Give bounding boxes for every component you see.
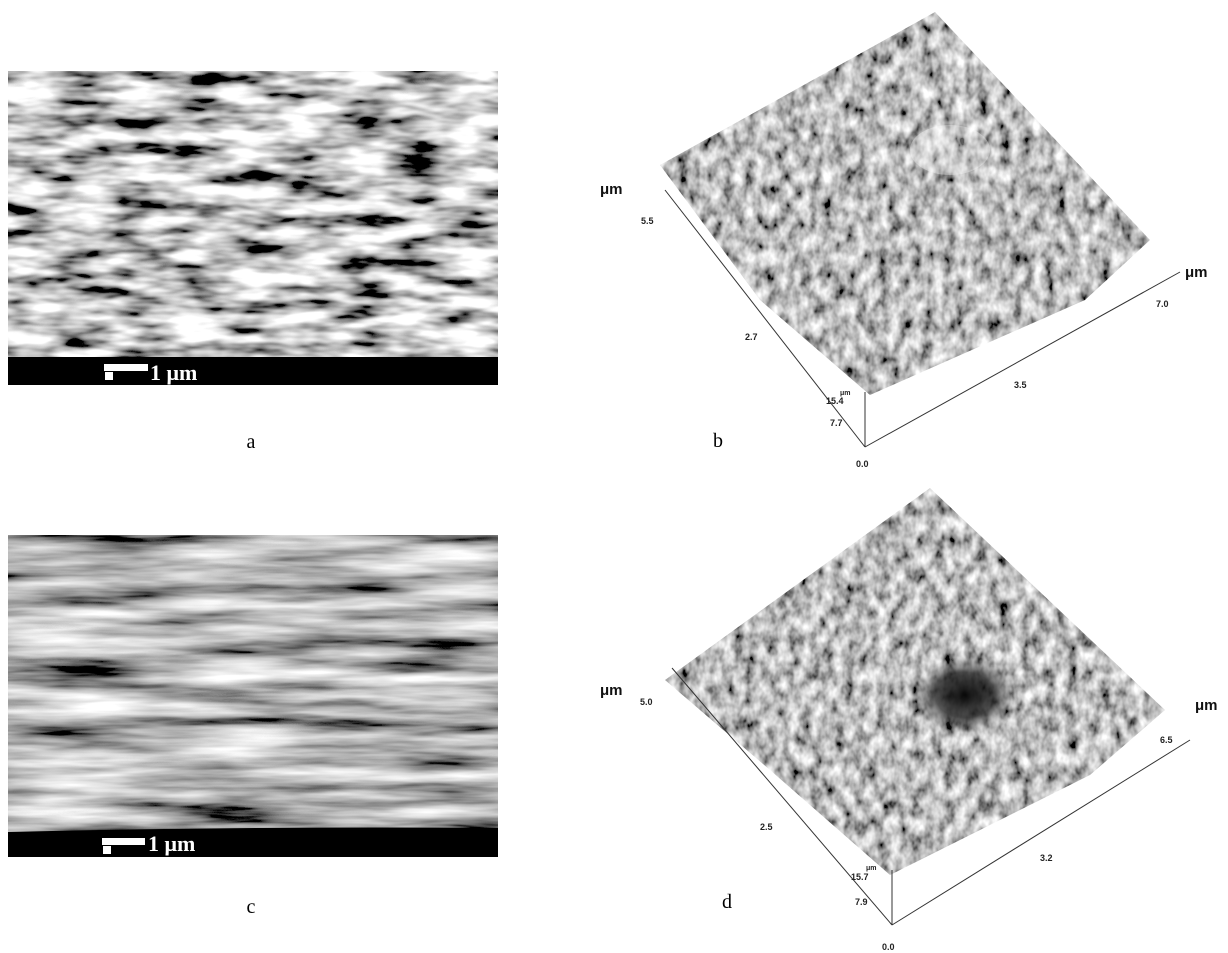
info-bar	[8, 357, 498, 385]
y-unit: μm	[600, 181, 623, 198]
panel-label: b	[713, 430, 723, 452]
y-axis	[671, 667, 893, 926]
scale-bar	[104, 364, 148, 371]
pore	[915, 657, 1015, 733]
afm-surface	[665, 488, 1165, 875]
y-tick: 5.5	[641, 216, 654, 226]
z-tick: 7.7	[830, 418, 843, 428]
highlight	[910, 125, 990, 175]
x-tick: 6.5	[1160, 735, 1173, 745]
z-tick: 7.9	[855, 897, 868, 907]
sem-image	[8, 71, 498, 385]
scale-mark	[105, 372, 113, 380]
x-unit: μm	[1185, 264, 1208, 281]
x-tick: 3.5	[1014, 380, 1027, 390]
z-tick: 0.0	[856, 459, 869, 469]
info-bar	[8, 827, 498, 857]
x-axis	[891, 739, 1191, 926]
afm-surface	[660, 12, 1150, 395]
y-tick: 2.7	[745, 332, 758, 342]
y-axis	[664, 189, 866, 448]
sem-image	[8, 535, 498, 857]
afm-texture	[660, 12, 1150, 395]
y-tick: 5.0	[640, 697, 653, 707]
scale-label: 1 μm	[150, 360, 197, 385]
scale-mark	[103, 846, 111, 854]
axes	[664, 189, 1181, 448]
z-tick: 0.0	[882, 942, 895, 952]
y-unit: μm	[600, 682, 623, 699]
z-unit: μm	[840, 390, 851, 397]
scale-label: 1 μm	[148, 831, 195, 856]
x-tick: 3.2	[1040, 853, 1053, 863]
x-axis	[864, 271, 1181, 448]
afm-texture	[665, 488, 1165, 875]
panel-label: c	[247, 896, 256, 918]
x-unit: μm	[1195, 697, 1218, 714]
x-tick: 7.0	[1156, 299, 1169, 309]
axes	[671, 667, 1191, 926]
y-tick: 2.5	[760, 822, 773, 832]
scale-bar	[102, 838, 145, 845]
panel-label: a	[247, 431, 256, 453]
z-tick: 15.7	[851, 872, 869, 882]
z-tick: 15.4	[826, 396, 844, 406]
z-unit: μm	[866, 865, 877, 872]
panel-label: d	[722, 891, 732, 913]
